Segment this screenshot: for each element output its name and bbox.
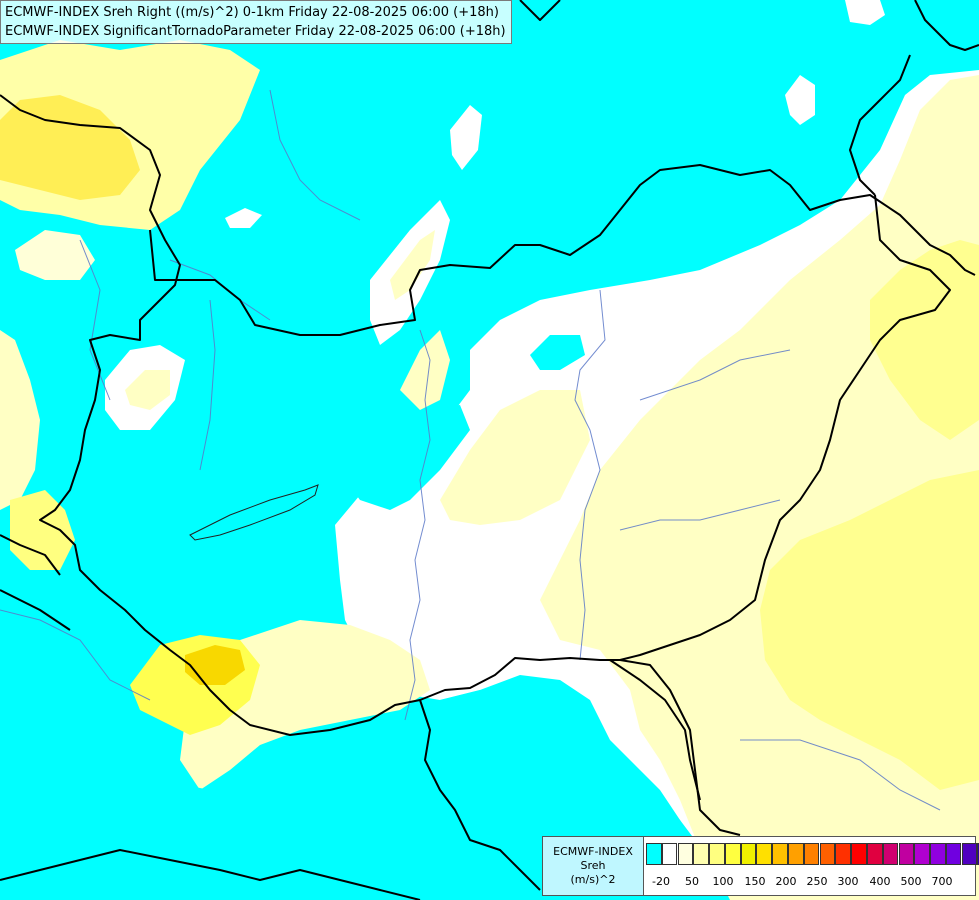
sreh-white-north-patch-2 xyxy=(785,75,815,125)
legend-swatch xyxy=(661,843,678,865)
legend-swatch xyxy=(803,843,820,865)
legend-swatch xyxy=(724,843,741,865)
legend-swatch xyxy=(756,843,773,865)
legend-swatch xyxy=(914,843,930,865)
legend-swatch xyxy=(677,843,694,865)
river-lines xyxy=(0,89,941,811)
sreh-yellow-west-edge xyxy=(10,490,75,570)
legend-swatch xyxy=(851,843,867,865)
legend-tick-label: 150 xyxy=(744,875,766,888)
sreh-cyan-island xyxy=(530,335,585,370)
sreh-pale-west-edge xyxy=(0,330,40,510)
legend-tick-label: 200 xyxy=(775,875,797,888)
sreh-gold-southwest xyxy=(185,645,245,685)
sreh-pale-yellow-center xyxy=(440,390,590,525)
legend-label-line-2: Sreh xyxy=(580,859,606,872)
legend-label: ECMWF-INDEX Sreh (m/s)^2 xyxy=(543,837,644,895)
legend-swatch xyxy=(961,843,978,865)
sreh-white-top-patch xyxy=(845,0,885,25)
sreh-yellow-east-upper xyxy=(870,240,979,440)
legend-swatch xyxy=(930,843,946,865)
legend-tick-label: 250 xyxy=(806,875,828,888)
sreh-pale-diag-strip xyxy=(390,230,435,300)
legend-swatch xyxy=(898,843,915,865)
legend-swatch xyxy=(740,843,757,865)
sreh-cyan-center-tongue xyxy=(345,405,470,510)
map-title-line-2: ECMWF-INDEX SignificantTornadoParameter … xyxy=(5,24,506,39)
legend-swatch xyxy=(709,843,725,865)
map-title-line-1: ECMWF-INDEX Sreh Right ((m/s)^2) 0-1km F… xyxy=(5,5,499,20)
lake-outline xyxy=(189,484,319,541)
legend-ticks: -20 50 100 150 200 250 300 400 500 700 xyxy=(646,875,974,889)
sreh-pale-west-inner xyxy=(125,370,170,410)
legend-swatch xyxy=(977,843,979,865)
legend-tick-label: 50 xyxy=(685,875,699,888)
sreh-yellow-east xyxy=(760,470,979,790)
legend-color-bar xyxy=(646,843,979,865)
legend-tick-label: 500 xyxy=(900,875,922,888)
legend-swatch xyxy=(693,843,709,865)
legend-swatch xyxy=(772,843,788,865)
sreh-yellow-northwest-core xyxy=(0,95,140,200)
legend-swatch xyxy=(646,843,662,865)
map-title-box: ECMWF-INDEX Sreh Right ((m/s)^2) 0-1km F… xyxy=(0,0,512,44)
legend-label-line-1: ECMWF-INDEX xyxy=(553,845,633,858)
legend-swatch xyxy=(819,843,836,865)
sreh-pale-yellow-central-strip xyxy=(400,330,450,410)
legend-swatch xyxy=(882,843,899,865)
legend-swatch xyxy=(866,843,883,865)
sreh-white-small-patch xyxy=(225,208,262,228)
sreh-pale-west-patch xyxy=(15,230,95,280)
legend-label-line-3: (m/s)^2 xyxy=(570,873,616,886)
legend-tick-label: 100 xyxy=(712,875,734,888)
legend-tick-label: 300 xyxy=(837,875,859,888)
legend-tick-label: -20 xyxy=(652,875,670,888)
legend-swatch xyxy=(788,843,804,865)
legend-swatch xyxy=(945,843,962,865)
legend-swatch xyxy=(835,843,851,865)
sreh-white-north-patch xyxy=(450,105,482,170)
legend-tick-label: 700 xyxy=(931,875,953,888)
legend-tick-label: 400 xyxy=(869,875,891,888)
color-legend: ECMWF-INDEX Sreh (m/s)^2 -20 50 100 150 200 2… xyxy=(542,836,979,896)
